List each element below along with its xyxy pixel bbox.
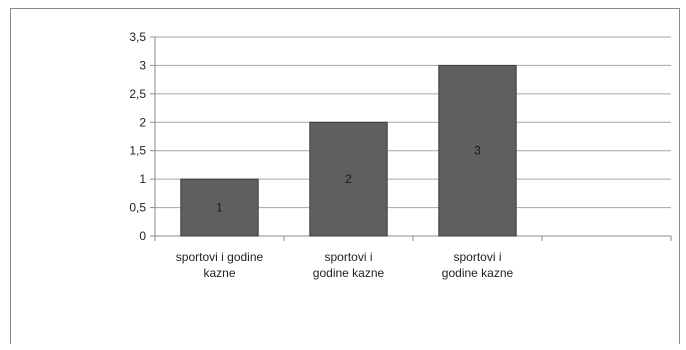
bar-chart: 0 0,5 1 1,5 2 2,5 3 3,5 1 2 3 sportovi i godine ka…	[129, 30, 672, 280]
y-tick-labels: 0 0,5 1 1,5 2 2,5 3 3,5	[129, 30, 146, 243]
y-tick-label: 0,5	[129, 201, 146, 215]
bar	[309, 121, 388, 237]
x-tick-labels: sportovi i godine kazne sportovi i godine k…	[176, 250, 514, 280]
y-tick-label: 1	[139, 172, 146, 186]
y-tick-label: 3	[139, 58, 146, 72]
bar-value-label: 3	[474, 144, 481, 158]
chart-frame: 0 0,5 1 1,5 2 2,5 3 3,5 1 2 3 sportovi i godine ka…	[10, 8, 680, 344]
bar	[180, 178, 259, 237]
y-tick-label: 0	[139, 229, 146, 243]
x-category-label: sportovi i godine kazne	[176, 250, 264, 280]
y-tick-label: 2,5	[129, 87, 146, 101]
y-tick-label: 3,5	[129, 30, 146, 44]
bar	[438, 64, 517, 237]
x-category-label: sportovi i godine kazne	[442, 250, 514, 280]
bar-value-label: 1	[216, 201, 223, 215]
y-tick-label: 1,5	[129, 144, 146, 158]
bar-value-label: 2	[345, 172, 352, 186]
x-category-label: sportovi i godine kazne	[313, 250, 385, 280]
bars	[180, 64, 517, 237]
y-tick-label: 2	[139, 115, 146, 129]
data-labels: 1 2 3	[216, 144, 481, 215]
